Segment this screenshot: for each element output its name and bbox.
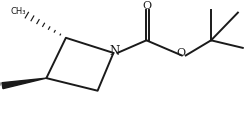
Text: N: N [109,45,120,58]
Text: CH₃: CH₃ [10,7,26,16]
Polygon shape [2,78,46,89]
Text: HO: HO [0,80,1,90]
Text: O: O [143,1,152,11]
Text: O: O [176,48,185,58]
